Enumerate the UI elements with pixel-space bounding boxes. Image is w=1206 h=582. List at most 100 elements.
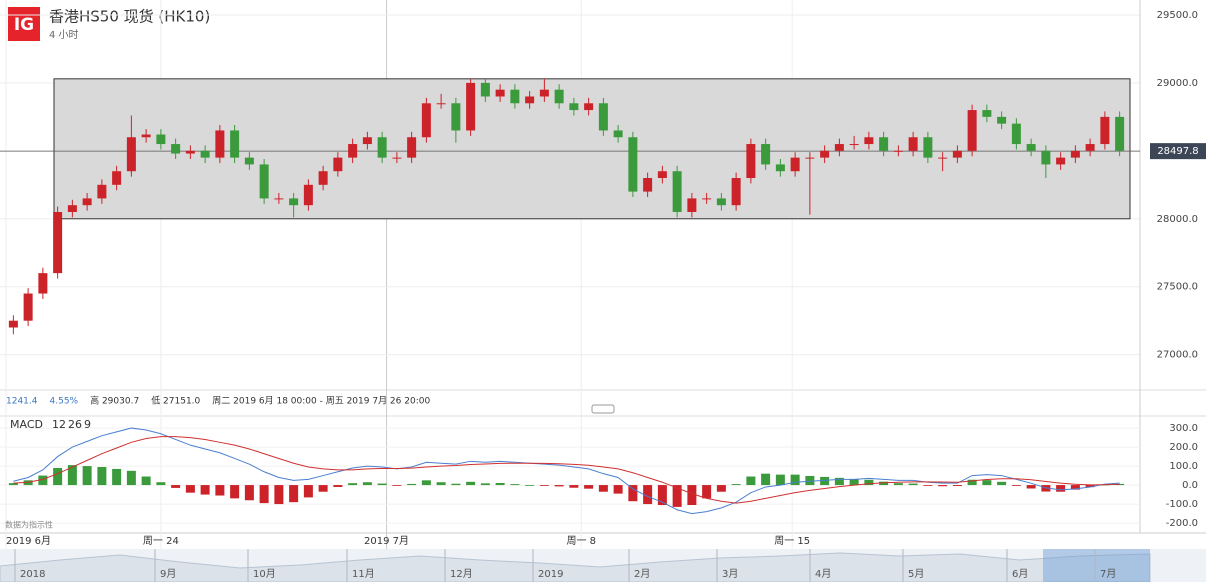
- candle-body: [1100, 116, 1110, 145]
- candle-body: [849, 144, 859, 146]
- histogram-bar: [480, 483, 490, 486]
- histogram-bar: [672, 485, 682, 507]
- histogram-bar: [392, 485, 402, 486]
- histogram-bar: [746, 476, 756, 486]
- navigator-label: 9月: [160, 568, 176, 580]
- histogram-bar: [923, 485, 933, 486]
- y-tick-label: 29500.0: [1157, 10, 1198, 21]
- navigator-label: 11月: [352, 568, 375, 580]
- navigator-window[interactable]: [1043, 549, 1150, 582]
- histogram-bar: [849, 479, 859, 486]
- stat: 低 27151.0: [151, 395, 200, 407]
- macd-line: [13, 427, 1120, 515]
- histogram-bar: [318, 485, 328, 492]
- histogram-bar: [864, 479, 874, 486]
- y-tick-label: 200.0: [1169, 442, 1198, 453]
- candle-body: [407, 137, 417, 158]
- macd-note: 数据为指示性: [5, 520, 53, 530]
- candle-body: [539, 89, 549, 97]
- histogram-bar: [1056, 485, 1066, 492]
- candle-body: [259, 164, 269, 199]
- stat: 高 29030.7: [90, 395, 139, 407]
- histogram-bar: [244, 485, 254, 501]
- histogram-bar: [259, 485, 269, 504]
- candle-body: [820, 150, 830, 158]
- histogram-bar: [112, 468, 122, 486]
- histogram-bar: [1070, 485, 1080, 490]
- candle-body: [362, 137, 372, 145]
- candle-body: [982, 110, 992, 117]
- candle-body: [53, 211, 63, 274]
- candle-body: [1085, 144, 1095, 151]
- resize-handle[interactable]: [591, 404, 615, 414]
- candle-body: [997, 116, 1007, 124]
- y-tick-label: 27000.0: [1157, 350, 1198, 361]
- candle-body: [672, 171, 682, 212]
- histogram-bar: [451, 483, 461, 486]
- candle-body: [879, 137, 889, 151]
- navigator-label: 2019: [538, 569, 563, 580]
- candle-body: [952, 150, 962, 158]
- candle-body: [702, 198, 712, 200]
- histogram-bar: [377, 483, 387, 486]
- histogram-bar: [466, 481, 476, 486]
- candle-body: [156, 134, 166, 145]
- histogram-bar: [643, 485, 653, 505]
- histogram-bar: [598, 485, 608, 492]
- candle-body: [171, 144, 181, 154]
- histogram-bar: [156, 482, 166, 486]
- histogram-bar: [554, 485, 564, 487]
- histogram-bar: [879, 481, 889, 486]
- candle-body: [274, 198, 284, 200]
- y-tick-label: 100.0: [1169, 461, 1198, 472]
- candle-body: [97, 184, 107, 199]
- candle-body: [185, 150, 195, 154]
- histogram-bar: [82, 466, 92, 486]
- histogram-bar: [938, 485, 948, 487]
- candle-body: [598, 103, 608, 131]
- candle-body: [1070, 150, 1080, 158]
- histogram-bar: [274, 485, 284, 505]
- y-tick-label: 0.0: [1182, 480, 1198, 491]
- histogram-bar: [539, 485, 549, 486]
- histogram-bar: [657, 485, 667, 506]
- histogram-bar: [628, 485, 638, 502]
- candle-body: [200, 150, 210, 158]
- candle-body: [466, 82, 476, 131]
- navigator-label: 2018: [20, 569, 45, 580]
- macd-line: [13, 436, 1120, 504]
- histogram-bar: [200, 485, 210, 495]
- candle-body: [834, 144, 844, 151]
- histogram-bar: [215, 485, 225, 496]
- histogram-bar: [952, 485, 962, 487]
- navigator-label: 2月: [634, 568, 650, 580]
- candle-body: [716, 198, 726, 206]
- candle-body: [643, 178, 653, 192]
- histogram-bar: [230, 485, 240, 499]
- candle-body: [746, 144, 756, 179]
- candle-body: [126, 137, 136, 172]
- stat: 4.55%: [50, 397, 79, 407]
- histogram-bar: [67, 465, 77, 486]
- navigator-label: 6月: [1012, 568, 1028, 580]
- x-tick-label: 周一 8: [566, 535, 596, 547]
- histogram-bar: [687, 485, 697, 506]
- histogram-bar: [510, 484, 520, 486]
- x-tick-label: 2019 6月: [6, 535, 51, 547]
- candle-body: [303, 184, 313, 206]
- histogram-bar: [421, 480, 431, 486]
- histogram-bar: [495, 482, 505, 486]
- histogram-bar: [289, 485, 299, 503]
- logo-box: [8, 7, 40, 41]
- price-tag: [1150, 143, 1206, 160]
- histogram-bar: [362, 482, 372, 486]
- y-tick-label: -200.0: [1166, 518, 1198, 529]
- chart-subtitle: 4 小时: [49, 29, 79, 41]
- histogram-bar: [820, 476, 830, 486]
- candle-body: [38, 273, 48, 294]
- candle-body: [761, 144, 771, 165]
- histogram-bar: [569, 485, 579, 488]
- candle-body: [775, 164, 785, 172]
- candle-body: [613, 130, 623, 138]
